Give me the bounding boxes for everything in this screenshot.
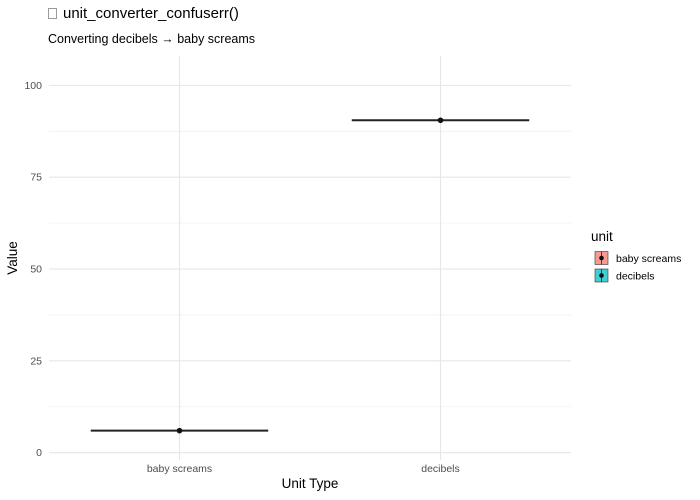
- y-tick-label: 75: [30, 172, 42, 184]
- y-tick-label: 100: [24, 80, 42, 92]
- x-tick-label: baby screams: [147, 463, 212, 475]
- legend-title: unit: [591, 229, 613, 244]
- legend-key-point: [599, 255, 604, 261]
- x-tick-label: decibels: [421, 463, 460, 475]
- y-tick-label: 0: [36, 447, 42, 459]
- legend-key-point: [599, 273, 604, 278]
- chart-title: unit_converter_confuserr(): [48, 5, 239, 22]
- grid-lines: [49, 56, 571, 460]
- legend-entry: baby screams: [594, 251, 681, 265]
- data-marks: [90, 117, 530, 434]
- chart-title-text: unit_converter_confuserr(): [63, 5, 239, 22]
- y-axis-title: Value: [5, 241, 20, 275]
- x-axis-title: Unit Type: [282, 476, 339, 491]
- legend-label: baby screams: [616, 253, 681, 265]
- legend-label: decibels: [616, 270, 655, 282]
- y-tick-label: 50: [30, 264, 42, 276]
- data-point: [176, 427, 183, 434]
- missing-glyph-icon: [48, 8, 57, 19]
- legend-entry: decibels: [594, 268, 655, 283]
- chart-subtitle: Converting decibels → baby screams: [48, 32, 256, 46]
- data-point: [437, 117, 444, 124]
- y-tick-label: 25: [30, 355, 42, 367]
- axes: 0 25 50 75 100 baby screams decibels Unit Type V…: [5, 80, 460, 491]
